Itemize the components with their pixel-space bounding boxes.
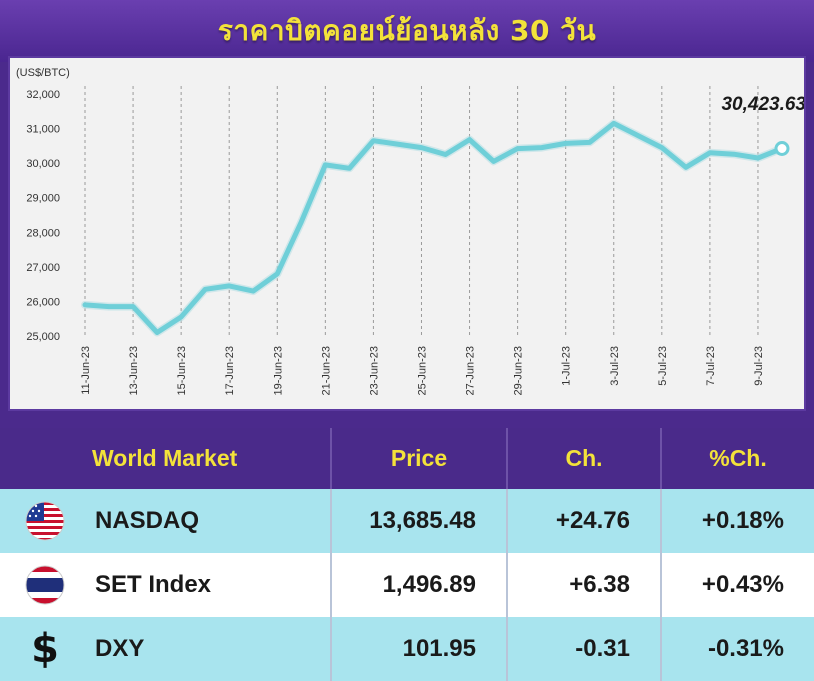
header-price: Price (332, 428, 508, 489)
x-tick-label: 25-Jun-23 (416, 346, 428, 396)
table-header-row: World Market Price Ch. %Ch. (0, 428, 814, 489)
last-point-marker (774, 140, 790, 156)
market-change: +6.38 (508, 553, 662, 617)
market-name: DXY (95, 635, 145, 662)
y-tick-label: 30,000 (26, 158, 60, 170)
world-market-table: World Market Price Ch. %Ch. (0, 428, 814, 681)
x-tick-label: 1-Jul-23 (561, 346, 573, 386)
x-tick-label: 17-Jun-23 (224, 346, 236, 396)
bitcoin-price-chart: (US$/BTC) 11-Jun-23 13-Jun-23 15-Jun-23 17-J… (16, 67, 804, 396)
y-tick-label: 28,000 (26, 227, 60, 239)
market-percent-change: +0.18% (701, 507, 784, 534)
x-tick-label: 21-Jun-23 (320, 346, 332, 396)
x-tick-label: 11-Jun-23 (80, 346, 92, 395)
thai-flag-icon (25, 565, 65, 605)
market-price: 101.95 (332, 617, 508, 681)
x-tick-label: 27-Jun-23 (465, 346, 477, 396)
x-tick-label: 29-Jun-23 (513, 346, 525, 396)
header-percent-change: %Ch. (709, 445, 767, 471)
series-line-shadow (81, 119, 786, 337)
series-line (82, 120, 785, 335)
y-tick-label: 26,000 (26, 296, 60, 308)
table-row: NASDAQ 13,685.48 +24.76 +0.18% (0, 489, 814, 553)
title-bar: ราคาบิตคอยน์ย้อนหลัง 30 วัน (0, 0, 814, 62)
table-row: SET Index 1,496.89 +6.38 +0.43% (0, 553, 814, 617)
y-tick-label: 32,000 (26, 89, 60, 101)
y-tick-label: 31,000 (26, 124, 60, 136)
x-tick-label: 5-Jul-23 (657, 346, 669, 386)
market-change: +24.76 (508, 489, 662, 553)
x-tick-label: 15-Jun-23 (176, 346, 188, 396)
market-name: SET Index (95, 571, 212, 598)
x-tick-label: 19-Jun-23 (272, 346, 284, 396)
us-flag-icon (25, 501, 65, 541)
market-percent-change: -0.31% (707, 635, 784, 662)
x-tick-label: 23-Jun-23 (368, 346, 380, 396)
market-price: 1,496.89 (332, 553, 508, 617)
chart-panel: (US$/BTC) 11-Jun-23 13-Jun-23 15-Jun-23 17-J… (8, 56, 806, 411)
x-tick-label: 13-Jun-23 (128, 346, 140, 396)
market-name: NASDAQ (95, 507, 200, 534)
market-price: 13,685.48 (332, 489, 508, 553)
x-tick-label: 9-Jul-23 (753, 346, 765, 386)
y-axis-unit-label: (US$/BTC) (16, 67, 70, 79)
y-tick-label: 25,000 (26, 331, 60, 343)
header-world-market: World Market (0, 428, 332, 489)
x-tick-label: 7-Jul-23 (705, 346, 717, 386)
header-change: Ch. (508, 428, 662, 489)
x-tick-label: 3-Jul-23 (609, 346, 621, 386)
y-tick-label: 29,000 (26, 193, 60, 205)
page-title: ราคาบิตคอยน์ย้อนหลัง 30 วัน (217, 14, 597, 47)
dollar-icon: $ (31, 626, 59, 672)
market-change: -0.31 (508, 617, 662, 681)
last-value-label: 30,423.63 (721, 94, 804, 115)
market-percent-change: +0.43% (701, 571, 784, 598)
y-tick-label: 27,000 (26, 262, 60, 274)
table-row: $ DXY 101.95 -0.31 -0.31% (0, 617, 814, 681)
